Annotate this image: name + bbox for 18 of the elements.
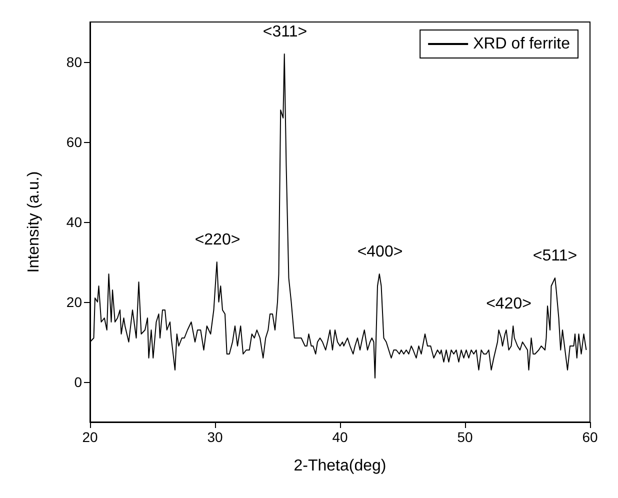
- x-axis-title: 2-Theta(deg): [294, 458, 386, 474]
- x-tick-label: 20: [82, 429, 98, 445]
- x-tick-label: 40: [332, 429, 348, 445]
- annotation: <511>: [532, 248, 578, 264]
- y-axis-title: Intensity (a.u.): [26, 171, 42, 273]
- y-tick-label: 20: [66, 294, 82, 310]
- legend-label: XRD of ferrite: [473, 36, 570, 52]
- annotation: <400>: [357, 244, 403, 260]
- x-tick-label: 50: [457, 429, 473, 445]
- x-tick-label: 30: [207, 429, 223, 445]
- annotation: <220>: [194, 232, 240, 248]
- y-tick-label: 80: [66, 54, 82, 70]
- y-tick-label: 40: [66, 214, 82, 230]
- y-tick-label: 0: [74, 374, 82, 390]
- annotation: <311>: [262, 24, 308, 40]
- y-tick-label: 60: [66, 134, 82, 150]
- annotation: <420>: [486, 296, 532, 312]
- x-tick-label: 60: [582, 429, 598, 445]
